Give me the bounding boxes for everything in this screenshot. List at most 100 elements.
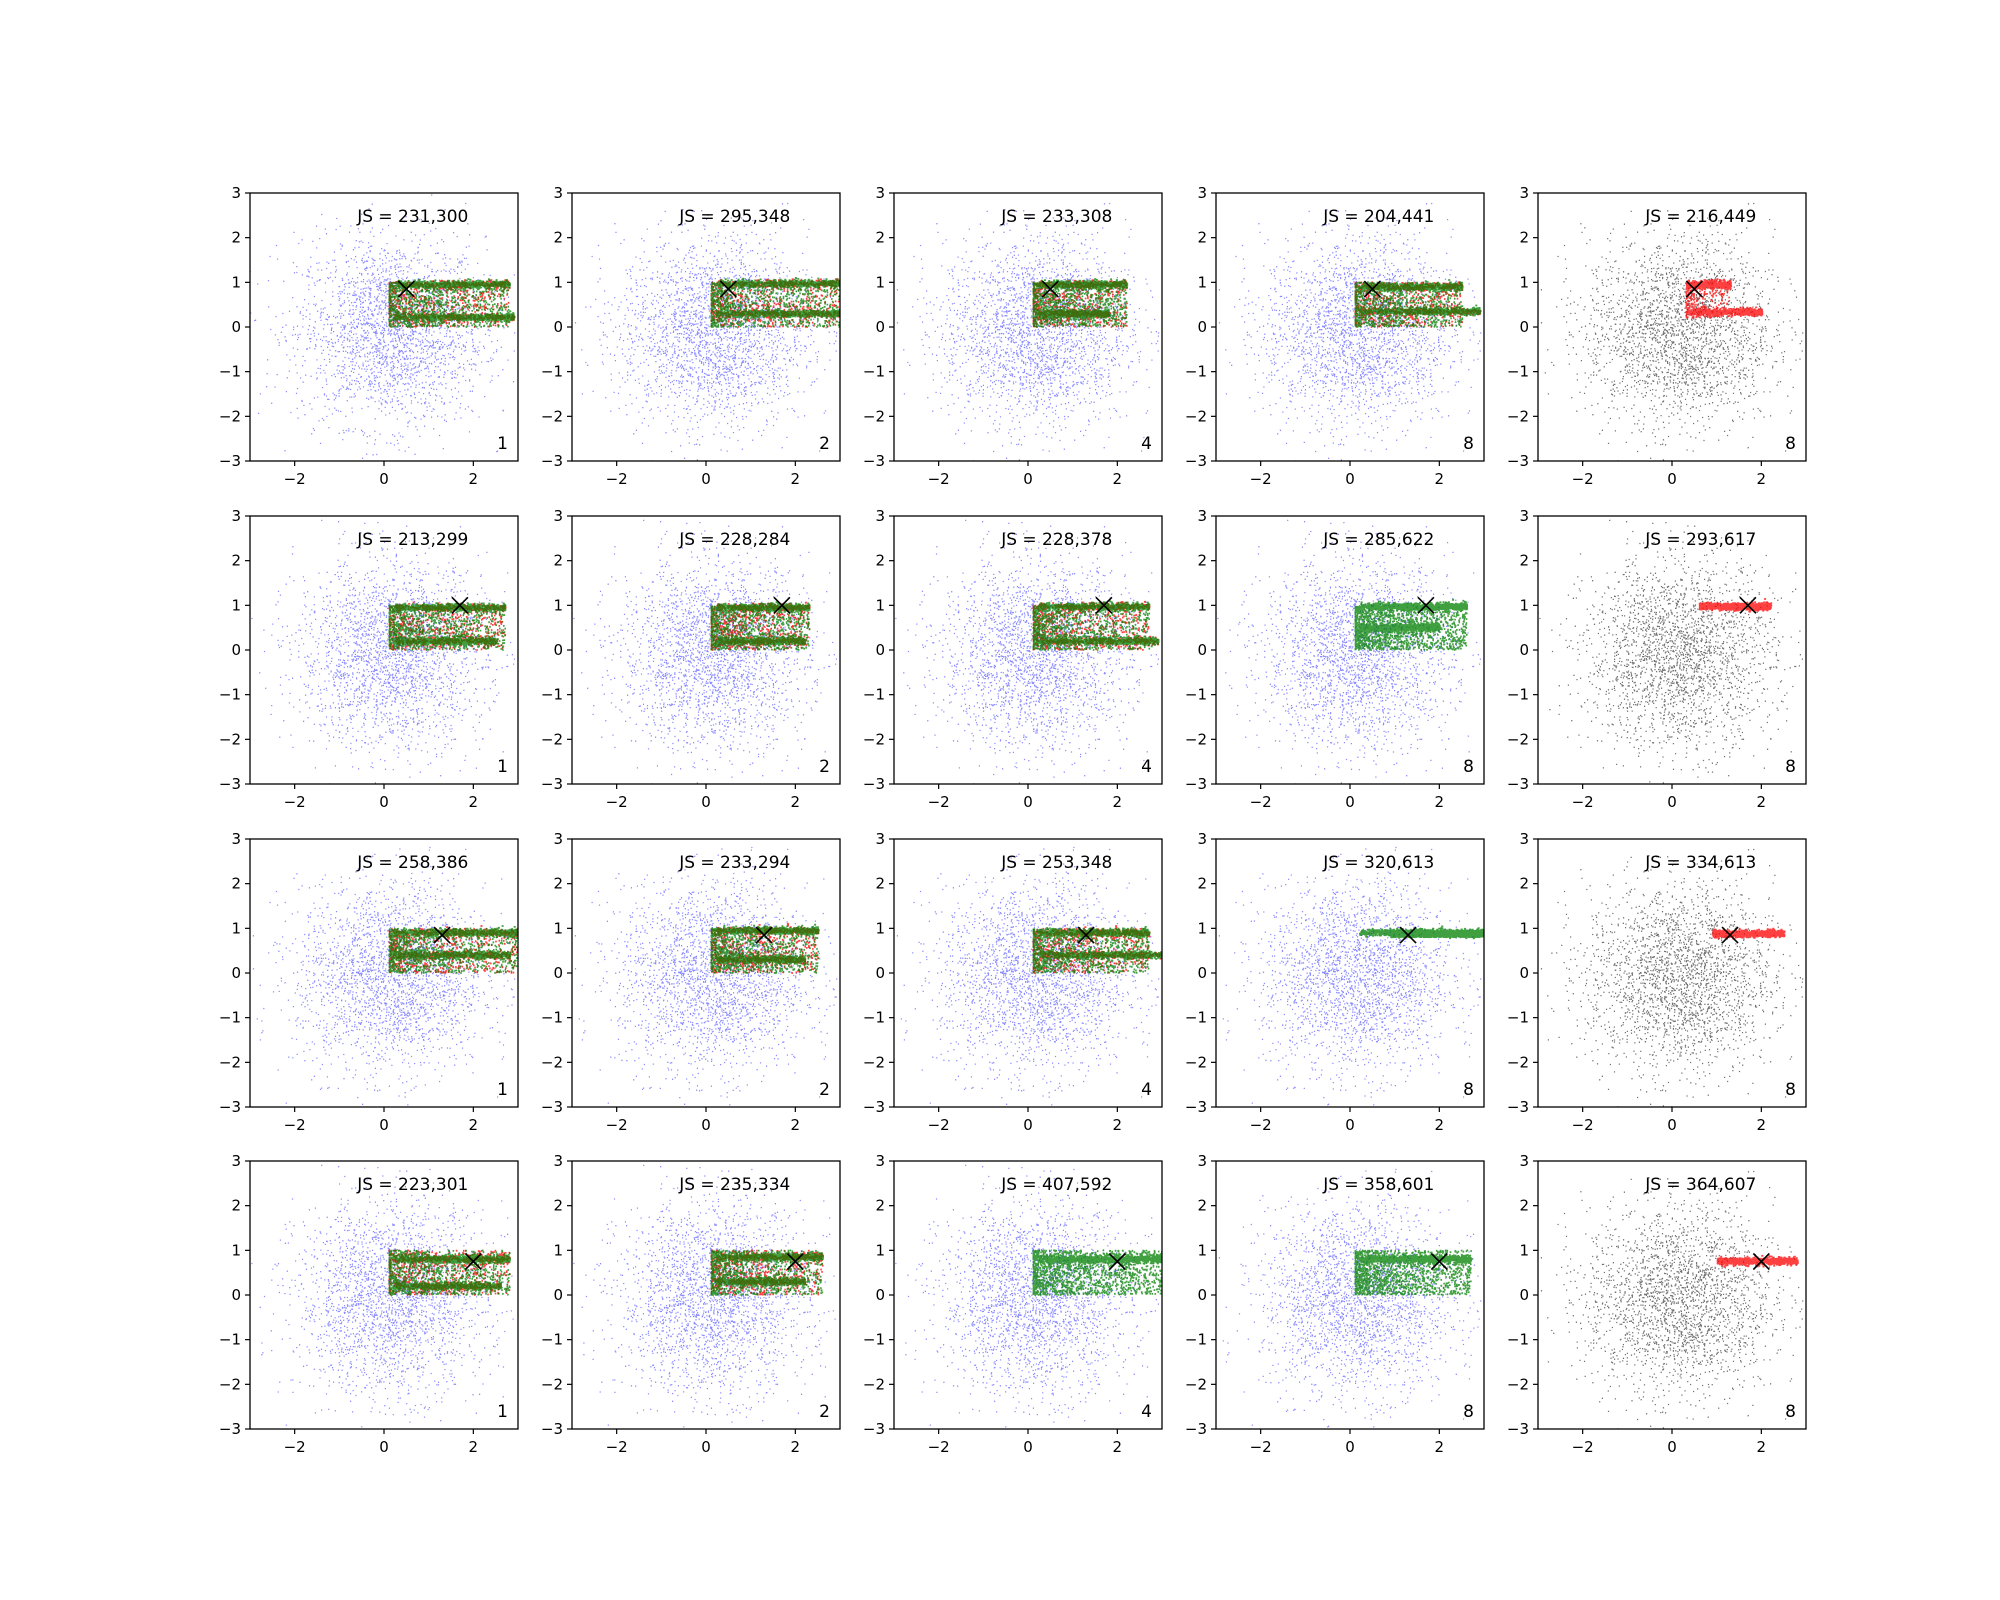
y-tick-label: 2: [231, 229, 241, 247]
axes-frame: [249, 192, 519, 462]
x-tick-label: −2: [606, 1116, 628, 1134]
x-tick-label: −2: [928, 1116, 950, 1134]
y-tick-label: −2: [1185, 730, 1207, 748]
y-tick-label: 3: [553, 1152, 563, 1170]
panel-id-label: 8: [1463, 434, 1474, 454]
y-tick-label: 1: [553, 273, 563, 291]
y-tick-label: 2: [1197, 552, 1207, 570]
x-tick-label: −2: [1250, 1116, 1272, 1134]
x-tick-label: 0: [1667, 470, 1677, 488]
js-score-label: JS = 293,617: [1644, 530, 1756, 550]
plot-area: [894, 202, 1160, 461]
plot-area: [252, 846, 518, 1106]
panel-id-label: 4: [1141, 434, 1152, 454]
y-tick-label: −1: [1185, 1331, 1207, 1349]
y-tick-label: 1: [875, 1241, 885, 1259]
y-tick-label: 0: [1197, 964, 1207, 982]
y-tick-label: 1: [231, 919, 241, 937]
y-tick-label: 2: [231, 875, 241, 893]
panel-id-label: 8: [1463, 757, 1474, 777]
x-tick-label: 0: [1023, 1116, 1033, 1134]
y-tick-label: 3: [553, 507, 563, 525]
js-score-label: JS = 228,284: [678, 530, 790, 550]
js-score-label: JS = 213,299: [356, 530, 468, 550]
scatter-panel: −2 0 2 −3 −2 −1 0 1 2 3 JS = 295,348 2: [541, 184, 841, 488]
y-tick-label: 3: [1197, 1152, 1207, 1170]
js-score-label: JS = 228,378: [1000, 530, 1112, 550]
x-marker: [397, 280, 415, 298]
x-tick-label: 2: [791, 793, 801, 811]
y-tick-label: −1: [541, 1009, 563, 1027]
scatter-panel: −2 0 2 −3 −2 −1 0 1 2 3 JS = 228,378 4: [863, 507, 1163, 811]
x-tick-label: −2: [1572, 793, 1594, 811]
x-tick-label: 0: [701, 1438, 711, 1456]
y-tick-label: −3: [1185, 775, 1207, 793]
js-score-label: JS = 233,294: [678, 853, 790, 873]
red-points: [1716, 1254, 1799, 1268]
y-tick-label: −3: [541, 775, 563, 793]
js-score-label: JS = 233,308: [1000, 207, 1112, 227]
y-tick-label: 1: [1197, 919, 1207, 937]
green-points: [710, 601, 811, 651]
x-tick-label: 2: [791, 470, 801, 488]
x-tick-label: 2: [1757, 793, 1767, 811]
x-tick-label: 0: [1667, 1438, 1677, 1456]
y-tick-label: 0: [231, 641, 241, 659]
y-tick-label: −1: [863, 363, 885, 381]
y-tick-label: −1: [1185, 1009, 1207, 1027]
y-tick-label: −1: [1507, 686, 1529, 704]
y-tick-label: −1: [863, 1331, 885, 1349]
js-score-label: JS = 334,613: [1644, 853, 1756, 873]
y-tick-label: 1: [231, 273, 241, 291]
x-tick-label: 2: [1113, 1438, 1123, 1456]
y-tick-label: 1: [231, 1241, 241, 1259]
y-tick-label: −1: [1507, 1331, 1529, 1349]
green-points: [1354, 598, 1469, 651]
scatter-panel: −2 0 2 −3 −2 −1 0 1 2 3 JS = 233,308 4: [863, 184, 1163, 488]
y-tick-label: 0: [1519, 641, 1529, 659]
y-tick-label: 0: [1197, 318, 1207, 336]
y-tick-label: −3: [863, 1098, 885, 1116]
x-tick-label: 0: [701, 470, 711, 488]
background-points: [250, 1164, 514, 1428]
x-marker: [1685, 280, 1703, 298]
y-tick-label: 2: [1519, 552, 1529, 570]
plot-area: [574, 846, 838, 1106]
plot-area: [1538, 848, 1804, 1107]
scatter-panel: −2 0 2 −3 −2 −1 0 1 2 3 JS = 320,613 8: [1185, 830, 1485, 1134]
y-tick-label: 2: [231, 552, 241, 570]
panel-id-label: 8: [1785, 1080, 1796, 1100]
y-tick-label: 3: [1519, 830, 1529, 848]
y-tick-label: 1: [875, 596, 885, 614]
x-tick-label: 2: [469, 793, 479, 811]
x-tick-label: −2: [606, 793, 628, 811]
y-tick-label: 3: [875, 830, 885, 848]
y-tick-label: −3: [863, 452, 885, 470]
plot-area: [572, 1164, 836, 1428]
green-points: [710, 277, 840, 328]
y-tick-label: −2: [1185, 407, 1207, 425]
green-points: [710, 923, 820, 974]
y-tick-label: −3: [1507, 1420, 1529, 1438]
panel-id-label: 8: [1785, 434, 1796, 454]
y-tick-label: 1: [1197, 1241, 1207, 1259]
y-tick-label: 0: [875, 641, 885, 659]
y-tick-label: −2: [863, 407, 885, 425]
plot-area: [1538, 1170, 1804, 1429]
y-tick-label: −3: [1185, 452, 1207, 470]
scatter-panel: −2 0 2 −3 −2 −1 0 1 2 3 JS = 253,348 4: [863, 830, 1163, 1134]
x-tick-label: −2: [284, 1438, 306, 1456]
y-tick-label: 3: [1519, 1152, 1529, 1170]
x-marker: [773, 596, 791, 614]
x-tick-label: −2: [284, 793, 306, 811]
y-tick-label: −3: [863, 1420, 885, 1438]
x-marker: [451, 596, 469, 614]
y-tick-label: −1: [1185, 363, 1207, 381]
y-tick-label: −3: [541, 1098, 563, 1116]
x-marker: [433, 926, 451, 944]
y-tick-label: −1: [1185, 686, 1207, 704]
axes-frame: [893, 838, 1163, 1108]
